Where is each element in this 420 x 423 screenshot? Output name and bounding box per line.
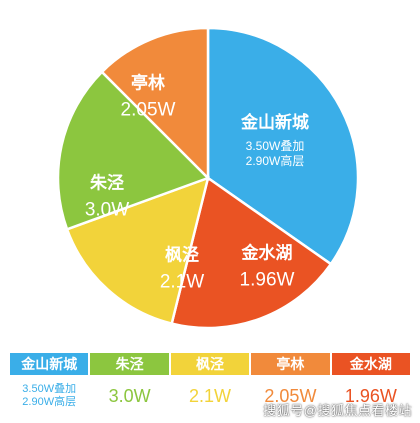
- table-value-row: 3.50W叠加 2.90W高层 3.0W 2.1W 2.05W 1.96W: [10, 377, 410, 415]
- table-header-cell: 朱泾: [90, 353, 169, 375]
- slice-name: 金水湖: [241, 243, 293, 263]
- slice-value: 3.50W叠加: [245, 139, 305, 153]
- slice-label-fengjing: 枫泾 2.1W: [160, 245, 204, 296]
- slice-value: 3.0W: [84, 199, 130, 221]
- slice-value: 2.1W: [159, 271, 205, 293]
- table-value-text: 3.0W: [108, 386, 151, 406]
- table-value-text: 2.90W高层: [22, 396, 77, 408]
- table-header-cell: 金山新城: [10, 353, 89, 375]
- table-value-cell: 2.1W: [171, 377, 249, 415]
- slice-value: 2.05W: [120, 99, 176, 121]
- slice-name: 枫泾: [164, 245, 199, 265]
- pie-slice-tinglin: [100, 26, 210, 182]
- table-header-cell: 枫泾: [170, 353, 250, 375]
- slice-value: 1.96W: [239, 269, 295, 291]
- slice-name: 金山新城: [241, 113, 309, 132]
- slice-name: 朱泾: [89, 173, 124, 193]
- pie-slice-jinshan-xincheng: [206, 26, 360, 266]
- price-table: 金山新城 朱泾 枫泾 亭林 金水湖 3.50W叠加 2.90W高层 3.0W 2.1W 2.05…: [10, 353, 411, 415]
- table-value-cell: 1.96W: [332, 377, 410, 415]
- table-value-cell: 3.50W叠加 2.90W高层: [10, 377, 88, 415]
- table-value-text: 3.50W叠加: [22, 383, 77, 395]
- pie-slice-fengjing: [65, 176, 210, 326]
- slice-label-jinshuihu: 金水湖 1.96W: [240, 243, 295, 294]
- slice-label-jinshan-xincheng: 金山新城 3.50W叠加 2.90W高层: [241, 112, 309, 168]
- slice-label-tinglin: 亭林 2.05W: [121, 73, 176, 124]
- slice-label-zhujing: 朱泾 3.0W: [85, 173, 129, 224]
- table-value-cell: 2.05W: [251, 377, 329, 415]
- table-value-cell: 3.0W: [90, 377, 168, 415]
- pie-slice-jinshuihu: [170, 175, 333, 330]
- table-header-cell: 亭林: [251, 353, 330, 375]
- table-header-row: 金山新城 朱泾 枫泾 亭林 金水湖: [10, 353, 411, 375]
- table-header-cell: 金水湖: [331, 353, 411, 375]
- table-value-text: 2.1W: [189, 386, 232, 406]
- table-value-text: 1.96W: [344, 386, 397, 406]
- pie-svg: [56, 26, 360, 330]
- pie-slice-zhujing: [56, 70, 211, 231]
- pie-chart: 金山新城 3.50W叠加 2.90W高层金水湖 1.96W 枫泾 2.1W 朱泾 3.0W 亭林…: [56, 26, 360, 330]
- watermark: 搜狐号@搜狐焦点看楼站: [263, 403, 412, 418]
- slice-name: 亭林: [130, 73, 165, 93]
- table-value-text: 2.05W: [264, 386, 317, 406]
- slice-value: 2.90W高层: [245, 154, 305, 168]
